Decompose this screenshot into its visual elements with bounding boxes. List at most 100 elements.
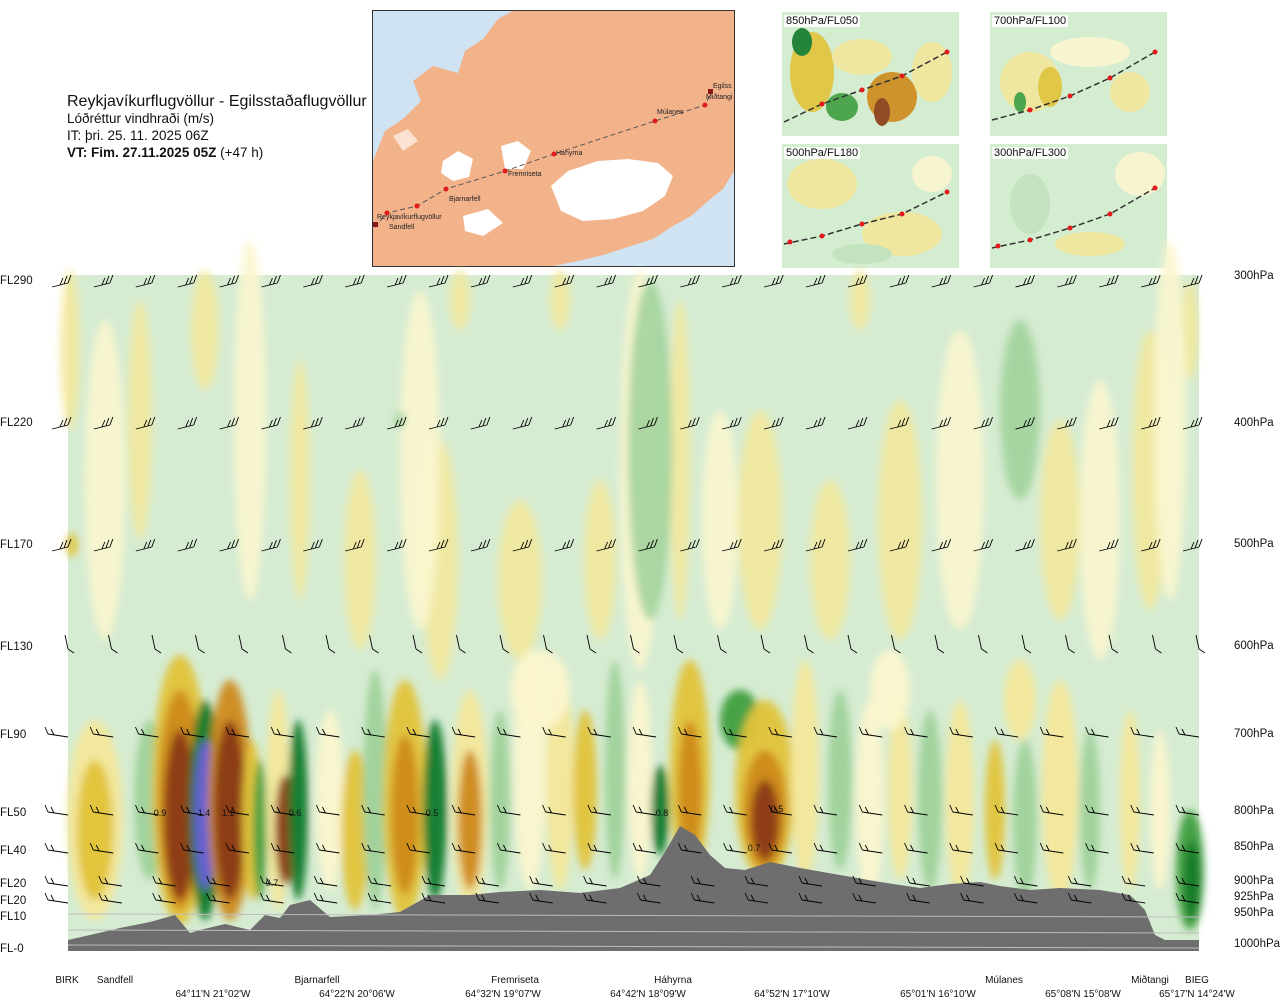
left-axis-label: FL20: [0, 878, 27, 890]
wind-barb: [906, 875, 930, 887]
bieg-marker: [708, 89, 713, 94]
wind-barb: [1014, 875, 1038, 887]
terrain-contour: [67, 913, 1200, 918]
field-blob: [651, 765, 669, 855]
left-axis-label: FL170: [0, 539, 33, 551]
route-points: [384, 102, 708, 216]
wind-barb: [847, 634, 858, 654]
wind-barb: [858, 842, 883, 854]
coordinate-label: 65°08'N 15°08'W: [1045, 989, 1121, 1000]
wind-barb: [632, 726, 657, 738]
field-blob: [288, 720, 308, 900]
glacier-vatnajokull: [551, 159, 673, 221]
field-blob: [605, 660, 625, 880]
wind-barb: [316, 842, 340, 854]
wind-barb: [680, 274, 700, 288]
left-axis-label: FL220: [0, 417, 33, 429]
wind-barb: [931, 538, 952, 552]
wind-barb: [512, 416, 533, 430]
wind-barb: [1099, 274, 1119, 288]
vertical-velocity-field: [60, 240, 1204, 930]
wind-barb: [499, 634, 510, 654]
wind-barb: [512, 274, 533, 288]
wind-barb: [345, 274, 365, 288]
wind-barb: [630, 634, 640, 654]
field-blob: [316, 710, 344, 890]
wind-barb: [152, 892, 176, 904]
wind-barb: [1182, 538, 1203, 552]
wind-barb: [361, 726, 385, 738]
wind-barb: [496, 804, 521, 816]
glacier-hofsjokull: [501, 141, 531, 169]
right-axis-label: 900hPa: [1234, 875, 1274, 887]
field-blob: [128, 300, 152, 540]
wind-barb: [325, 634, 336, 654]
wind-barb: [303, 274, 323, 288]
right-axis-label: 850hPa: [1234, 841, 1274, 853]
wind-barb: [891, 634, 901, 654]
wind-barb: [387, 416, 407, 430]
wind-barb: [1130, 842, 1154, 854]
wind-barb: [367, 875, 392, 887]
wind-barb: [303, 538, 323, 552]
wind-barb: [960, 892, 984, 904]
coordinate-label: 64°52'N 17°10'W: [754, 989, 830, 1000]
wind-barb: [978, 634, 988, 654]
wind-barbs: [44, 274, 1206, 904]
wind-barb: [529, 875, 553, 887]
wind-barb: [805, 274, 826, 288]
wind-barb: [680, 416, 700, 430]
wind-barb: [1057, 538, 1077, 552]
wind-barb: [1175, 804, 1200, 816]
glacier-south: [463, 209, 503, 236]
wind-barb: [764, 538, 784, 552]
inset-label: 300hPa/FL300: [992, 147, 1069, 159]
field-blob: [550, 270, 570, 330]
wind-barb: [949, 804, 973, 816]
wind-barb: [1015, 416, 1035, 430]
wind-barb: [931, 274, 952, 288]
wind-barb: [906, 892, 930, 904]
field-blob: [1182, 280, 1198, 380]
wind-barb: [361, 804, 385, 816]
wind-barb: [722, 416, 742, 430]
wind-barb: [949, 726, 973, 738]
wind-barb: [51, 274, 72, 288]
wind-barb: [973, 538, 993, 552]
inset-svg: [990, 144, 1167, 268]
wind-barb: [428, 416, 449, 430]
coordinate-label: 64°32'N 19°07'W: [465, 989, 541, 1000]
wind-barb: [180, 804, 204, 816]
wind-barb: [345, 538, 365, 552]
waypoint-label: Múlanes: [985, 975, 1023, 986]
field-blob: [60, 270, 80, 430]
wind-barb: [387, 538, 407, 552]
data-label: 0.7: [266, 878, 279, 888]
wind-barb: [177, 416, 198, 430]
field-blob: [584, 480, 616, 640]
map-label: Múlanes: [657, 109, 684, 116]
wind-barb: [768, 804, 792, 816]
wind-barb: [586, 634, 597, 654]
right-axis-label: 925hPa: [1234, 891, 1274, 903]
wind-barb: [219, 274, 239, 288]
field-blob: [290, 360, 310, 600]
wind-barb: [470, 416, 491, 430]
wind-barb: [1014, 892, 1038, 904]
wind-barb: [135, 538, 156, 552]
wind-barb: [1175, 726, 1200, 738]
wind-barb: [960, 875, 984, 887]
wind-barb: [798, 892, 823, 904]
wind-barb: [1021, 634, 1032, 654]
data-label: 1.1: [222, 808, 235, 818]
field-blob: [985, 740, 1005, 880]
wind-barb: [387, 274, 407, 288]
wind-barb: [638, 416, 658, 430]
field-blob: [1080, 380, 1120, 660]
wind-barb: [475, 875, 499, 887]
wind-barb: [260, 892, 284, 904]
wind-barb: [587, 804, 611, 816]
data-label: 0.6: [289, 808, 302, 818]
waypoint-label: Fremriseta: [491, 975, 539, 986]
wind-barb: [852, 892, 876, 904]
